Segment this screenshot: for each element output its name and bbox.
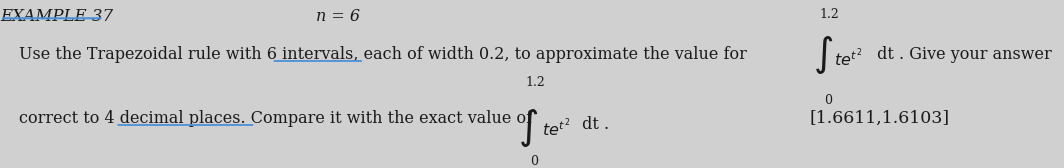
Text: 0: 0 [825, 94, 832, 108]
Text: correct to 4 decimal places. Compare it with the exact value of: correct to 4 decimal places. Compare it … [19, 110, 532, 127]
Text: Use the Trapezoidal rule with 6 intervals, each of width 0.2, to approximate the: Use the Trapezoidal rule with 6 interval… [19, 46, 747, 63]
Text: $te^{t^2}$: $te^{t^2}$ [542, 116, 569, 139]
Text: $\int$: $\int$ [813, 34, 833, 76]
Text: dt .: dt . [577, 116, 609, 133]
Text: n = 6: n = 6 [316, 8, 361, 25]
Text: 0: 0 [530, 155, 538, 168]
Text: $te^{t^2}$: $te^{t^2}$ [834, 46, 862, 69]
Text: $\int$: $\int$ [517, 107, 537, 149]
Text: EXAMPLE 37: EXAMPLE 37 [0, 8, 113, 25]
Text: dt . Give your answer: dt . Give your answer [872, 46, 1052, 63]
Text: 1.2: 1.2 [526, 76, 545, 89]
Text: [1.6611,1.6103]: [1.6611,1.6103] [810, 110, 950, 127]
Text: 1.2: 1.2 [819, 8, 839, 21]
